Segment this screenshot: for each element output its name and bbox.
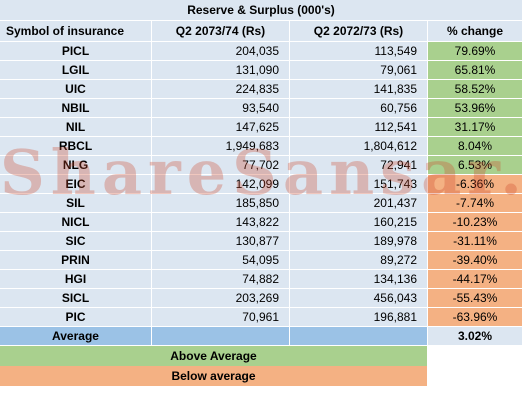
q2-2073-cell: 74,882: [152, 270, 290, 288]
header-change: % change: [428, 21, 523, 41]
symbol-cell: UIC: [0, 80, 152, 98]
q2-2072-cell: 141,835: [290, 80, 428, 98]
change-cell: -39.40%: [428, 251, 523, 269]
q2-2072-cell: 1,804,612: [290, 137, 428, 155]
q2-2072-cell: 89,272: [290, 251, 428, 269]
q2-2073-cell: 185,850: [152, 194, 290, 212]
table-row: SICL 203,269 456,043 -55.43%: [0, 289, 523, 308]
symbol-cell: PICL: [0, 42, 152, 60]
q2-2072-cell: 79,061: [290, 61, 428, 79]
table-row: NICL 143,822 160,215 -10.23%: [0, 213, 523, 232]
symbol-cell: NIL: [0, 118, 152, 136]
symbol-cell: SIL: [0, 194, 152, 212]
q2-2072-cell: 113,549: [290, 42, 428, 60]
legend-blank-cell: [428, 366, 523, 386]
q2-2073-cell: 70,961: [152, 308, 290, 326]
average-row: Average 3.02%: [0, 327, 523, 346]
symbol-cell: SICL: [0, 289, 152, 307]
q2-2073-cell: 204,035: [152, 42, 290, 60]
change-cell: 53.96%: [428, 99, 523, 117]
q2-2072-cell: 189,978: [290, 232, 428, 250]
table-row: NLG 77,702 72,941 6.53%: [0, 156, 523, 175]
q2-2073-cell: 142,099: [152, 175, 290, 193]
symbol-cell: EIC: [0, 175, 152, 193]
change-cell: 58.52%: [428, 80, 523, 98]
table-row: PIC 70,961 196,881 -63.96%: [0, 308, 523, 327]
change-cell: -55.43%: [428, 289, 523, 307]
table-row: PICL 204,035 113,549 79.69%: [0, 42, 523, 61]
change-cell: -31.11%: [428, 232, 523, 250]
table-row: EIC 142,099 151,743 -6.36%: [0, 175, 523, 194]
table-row: NBIL 93,540 60,756 53.96%: [0, 99, 523, 118]
symbol-cell: NICL: [0, 213, 152, 231]
q2-2073-cell: 1,949,683: [152, 137, 290, 155]
q2-2073-cell: 54,095: [152, 251, 290, 269]
table-title: Reserve & Surplus (000's): [0, 0, 523, 20]
table-row: RBCL 1,949,683 1,804,612 8.04%: [0, 137, 523, 156]
header-q2-2072: Q2 2072/73 (Rs): [290, 21, 428, 41]
spreadsheet-table: Reserve & Surplus (000's) Symbol of insu…: [0, 0, 523, 386]
q2-2072-cell: 160,215: [290, 213, 428, 231]
change-cell: -10.23%: [428, 213, 523, 231]
table-row: SIC 130,877 189,978 -31.11%: [0, 232, 523, 251]
legend-above-label: Above Average: [0, 346, 428, 366]
average-value: 3.02%: [428, 327, 523, 345]
legend-below-label: Below average: [0, 366, 428, 386]
q2-2073-cell: 224,835: [152, 80, 290, 98]
q2-2073-cell: 147,625: [152, 118, 290, 136]
q2-2072-cell: 456,043: [290, 289, 428, 307]
table-row: LGIL 131,090 79,061 65.81%: [0, 61, 523, 80]
header-symbol: Symbol of insurance: [0, 21, 152, 41]
q2-2073-cell: 143,822: [152, 213, 290, 231]
q2-2072-cell: 112,541: [290, 118, 428, 136]
symbol-cell: RBCL: [0, 137, 152, 155]
q2-2073-cell: 93,540: [152, 99, 290, 117]
q2-2072-cell: 151,743: [290, 175, 428, 193]
q2-2072-cell: 72,941: [290, 156, 428, 174]
symbol-cell: HGI: [0, 270, 152, 288]
symbol-cell: PRIN: [0, 251, 152, 269]
change-cell: -7.74%: [428, 194, 523, 212]
change-cell: 8.04%: [428, 137, 523, 155]
change-cell: 79.69%: [428, 42, 523, 60]
q2-2073-cell: 130,877: [152, 232, 290, 250]
legend-below-average: Below average: [0, 366, 523, 386]
symbol-cell: LGIL: [0, 61, 152, 79]
table-row: PRIN 54,095 89,272 -39.40%: [0, 251, 523, 270]
table-body: PICL 204,035 113,549 79.69% LGIL 131,090 79,06…: [0, 42, 523, 327]
q2-2073-cell: 203,269: [152, 289, 290, 307]
header-row: Symbol of insurance Q2 2073/74 (Rs) Q2 2…: [0, 21, 523, 42]
change-cell: -44.17%: [428, 270, 523, 288]
q2-2072-cell: 134,136: [290, 270, 428, 288]
legend-above-average: Above Average: [0, 346, 523, 366]
q2-2072-cell: 201,437: [290, 194, 428, 212]
change-cell: 65.81%: [428, 61, 523, 79]
table-row: NIL 147,625 112,541 31.17%: [0, 118, 523, 137]
change-cell: 31.17%: [428, 118, 523, 136]
q2-2072-cell: 196,881: [290, 308, 428, 326]
symbol-cell: NBIL: [0, 99, 152, 117]
q2-2072-cell: 60,756: [290, 99, 428, 117]
average-empty-cell: [290, 327, 428, 345]
table-row: UIC 224,835 141,835 58.52%: [0, 80, 523, 99]
q2-2073-cell: 77,702: [152, 156, 290, 174]
q2-2073-cell: 131,090: [152, 61, 290, 79]
symbol-cell: NLG: [0, 156, 152, 174]
table-row: HGI 74,882 134,136 -44.17%: [0, 270, 523, 289]
legend-blank-cell: [428, 346, 523, 366]
symbol-cell: SIC: [0, 232, 152, 250]
change-cell: -6.36%: [428, 175, 523, 193]
average-empty-cell: [152, 327, 290, 345]
table-row: SIL 185,850 201,437 -7.74%: [0, 194, 523, 213]
average-label: Average: [0, 327, 152, 345]
table-title-row: Reserve & Surplus (000's): [0, 0, 523, 21]
symbol-cell: PIC: [0, 308, 152, 326]
change-cell: 6.53%: [428, 156, 523, 174]
header-q2-2073: Q2 2073/74 (Rs): [152, 21, 290, 41]
change-cell: -63.96%: [428, 308, 523, 326]
